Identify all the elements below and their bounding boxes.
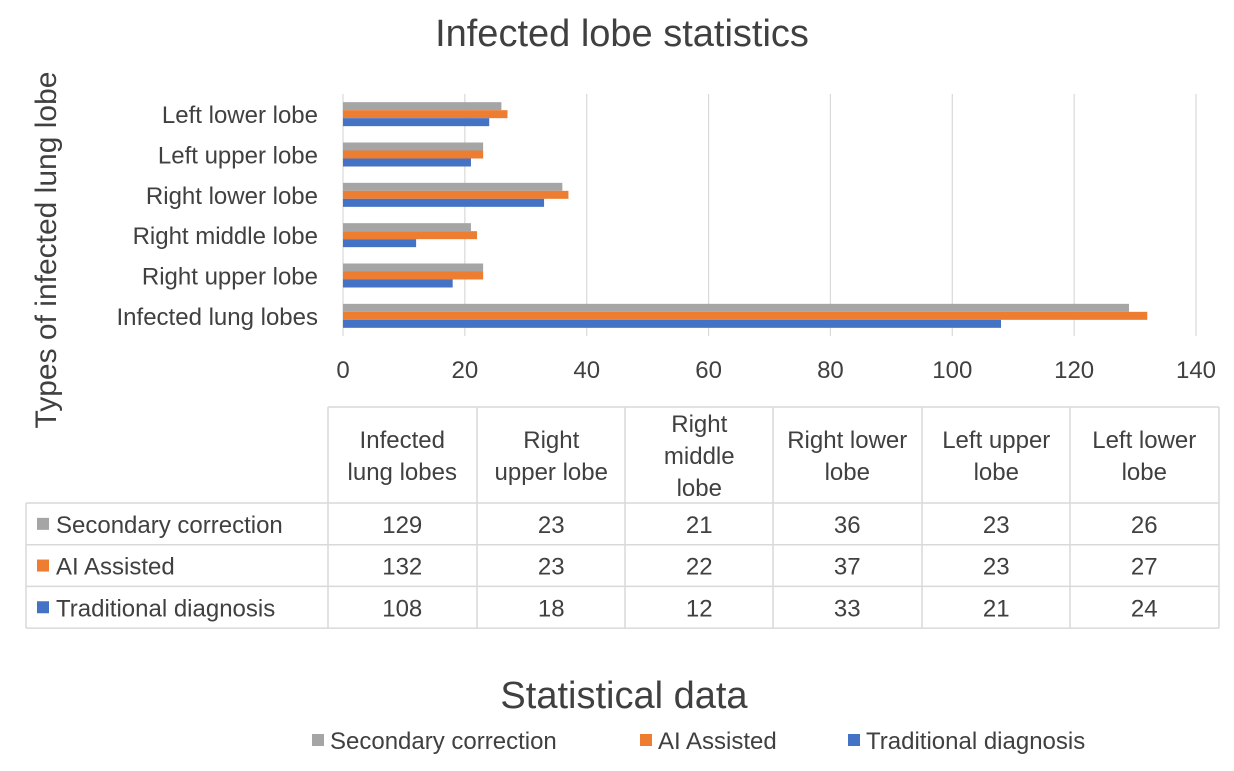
table-cell: 23 bbox=[983, 512, 1010, 539]
bar-traditional-diagnosis bbox=[343, 319, 1002, 328]
data-table: Infected lung lobes Right upper lobe Right mi… bbox=[25, 406, 1220, 629]
table-cell: 37 bbox=[834, 554, 861, 581]
x-tick-label: 20 bbox=[452, 357, 479, 384]
legend-key bbox=[848, 734, 860, 746]
table-header: Left lower lobe bbox=[1092, 427, 1196, 486]
bar-ai-assisted bbox=[343, 231, 478, 240]
legend-key bbox=[312, 734, 324, 746]
table-cell: 12 bbox=[686, 595, 713, 622]
table-cell: 22 bbox=[686, 554, 713, 581]
table-legend-key bbox=[37, 559, 49, 572]
table-cell: 18 bbox=[538, 595, 565, 622]
table-row-label: AI Assisted bbox=[56, 554, 175, 581]
table-cell: 108 bbox=[382, 595, 422, 622]
table-cell: 23 bbox=[538, 512, 565, 539]
x-tick-label: 80 bbox=[817, 357, 844, 384]
table-header-line: upper lobe bbox=[495, 459, 608, 486]
x-tick-label: 100 bbox=[932, 357, 972, 384]
table-header-line: Left lower bbox=[1092, 427, 1196, 454]
table-header-line: Right bbox=[671, 411, 727, 438]
table-cell: 21 bbox=[983, 595, 1010, 622]
table-cell: 36 bbox=[834, 512, 861, 539]
chart-title: Infected lobe statistics bbox=[435, 13, 809, 55]
bar-traditional-diagnosis bbox=[343, 279, 453, 288]
x-tick-label: 60 bbox=[695, 357, 722, 384]
category-label: Right lower lobe bbox=[146, 183, 318, 210]
bar-traditional-diagnosis bbox=[343, 118, 490, 127]
table-row-label: Secondary correction bbox=[56, 512, 283, 539]
table-cell: 21 bbox=[686, 512, 713, 539]
bar-ai-assisted bbox=[343, 190, 569, 199]
table-cell: 33 bbox=[834, 595, 861, 622]
legend-key bbox=[640, 734, 652, 746]
table-cell: 23 bbox=[538, 554, 565, 581]
category-label: Right upper lobe bbox=[142, 264, 318, 291]
table-header: Left upper lobe bbox=[942, 427, 1050, 486]
table-header-line: Infected bbox=[360, 427, 445, 454]
bar-ai-assisted bbox=[343, 110, 508, 119]
x-tick-label: 120 bbox=[1054, 357, 1094, 384]
table-header-line: lobe bbox=[825, 459, 870, 486]
table-cell: 23 bbox=[983, 554, 1010, 581]
bar-secondary-correction bbox=[343, 142, 484, 151]
x-tick-label: 40 bbox=[573, 357, 600, 384]
y-axis-title: Types of infected lung lobe bbox=[30, 72, 63, 429]
x-tick-labels: 0 20 40 60 80 100 120 140 bbox=[336, 357, 1216, 384]
table-legend-key bbox=[37, 517, 49, 530]
table-header: Right middle lobe bbox=[664, 411, 735, 502]
x-tick-label: 0 bbox=[336, 357, 349, 384]
grid bbox=[342, 94, 1197, 336]
table-header-line: Left upper bbox=[942, 427, 1050, 454]
table-cell: 132 bbox=[382, 554, 422, 581]
category-label: Left upper lobe bbox=[158, 143, 318, 170]
table-header-line: Right bbox=[523, 427, 579, 454]
table-header: Right upper lobe bbox=[495, 427, 608, 486]
table-cell: 26 bbox=[1131, 512, 1158, 539]
bar-traditional-diagnosis bbox=[343, 158, 471, 167]
table-header-line: lobe bbox=[974, 459, 1019, 486]
bar-secondary-correction bbox=[343, 182, 563, 191]
legend-label: AI Assisted bbox=[658, 728, 777, 755]
bars bbox=[343, 102, 1148, 328]
x-tick-label: 140 bbox=[1176, 357, 1216, 384]
bar-ai-assisted bbox=[343, 271, 484, 280]
table-header: Infected lung lobes bbox=[348, 427, 457, 486]
table-cell: 129 bbox=[382, 512, 422, 539]
bar-ai-assisted bbox=[343, 311, 1148, 320]
bar-secondary-correction bbox=[343, 303, 1129, 312]
table-cell: 27 bbox=[1131, 554, 1158, 581]
table-row-label: Traditional diagnosis bbox=[56, 595, 275, 622]
bar-traditional-diagnosis bbox=[343, 198, 545, 207]
bar-ai-assisted bbox=[343, 150, 484, 159]
category-label: Left lower lobe bbox=[162, 102, 318, 129]
bar-secondary-correction bbox=[343, 223, 471, 232]
legend: Secondary correction AI Assisted Tradition… bbox=[312, 728, 1085, 755]
table-header-line: lung lobes bbox=[348, 459, 457, 486]
table-header-line: middle bbox=[664, 443, 735, 470]
category-label: Right middle lobe bbox=[133, 223, 318, 250]
category-label: Infected lung lobes bbox=[117, 304, 318, 331]
bar-secondary-correction bbox=[343, 102, 502, 111]
legend-label: Traditional diagnosis bbox=[866, 728, 1085, 755]
bar-secondary-correction bbox=[343, 263, 484, 272]
x-axis-title: Statistical data bbox=[500, 675, 748, 717]
table-header-line: lobe bbox=[677, 475, 722, 502]
bar-traditional-diagnosis bbox=[343, 239, 417, 248]
table-header-line: Right lower bbox=[787, 427, 907, 454]
legend-label: Secondary correction bbox=[330, 728, 557, 755]
table-header: Right lower lobe bbox=[787, 427, 907, 486]
table-legend-key bbox=[37, 601, 49, 614]
table-cell: 24 bbox=[1131, 595, 1158, 622]
category-labels: Infected lung lobes Right upper lobe Right… bbox=[117, 102, 318, 331]
table-header-line: lobe bbox=[1122, 459, 1167, 486]
